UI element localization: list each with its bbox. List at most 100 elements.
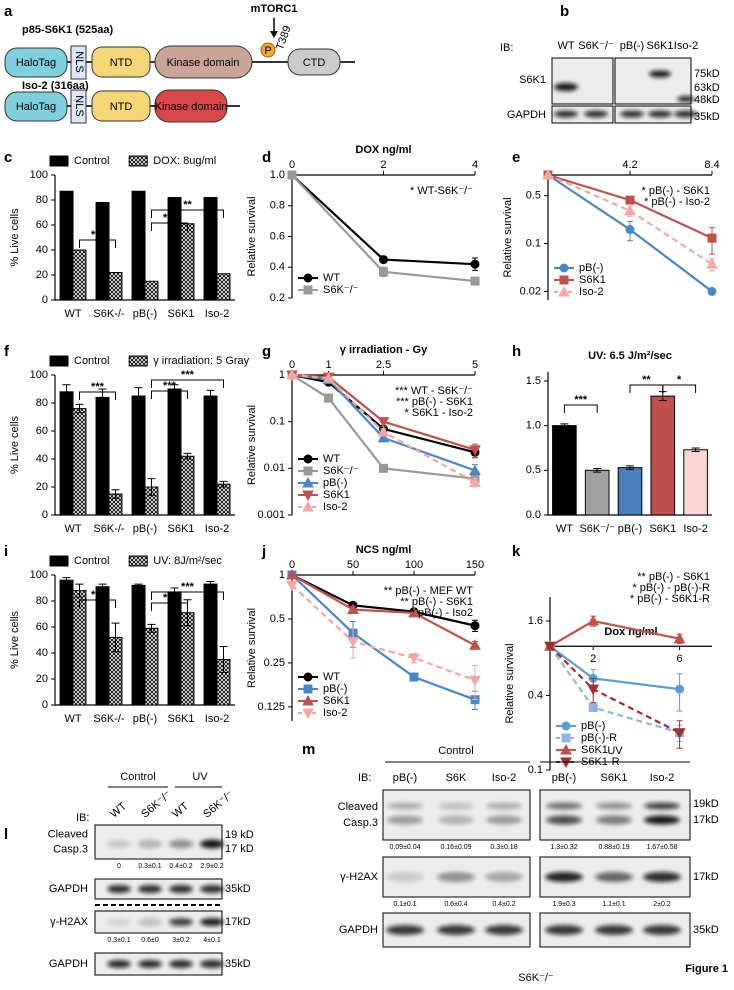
band — [648, 110, 672, 118]
band — [386, 872, 424, 882]
y-tick-label: 0.0 — [526, 509, 541, 521]
x-tick-label: pB(-) — [133, 523, 157, 535]
band — [200, 960, 224, 968]
domain-label: NTD — [110, 101, 133, 113]
legend-label: pB(-) — [579, 262, 603, 274]
bar — [59, 190, 74, 301]
bar — [144, 627, 159, 706]
bar — [683, 449, 708, 516]
lane-label: S6K1 — [601, 772, 628, 784]
legend-marker — [302, 490, 314, 502]
series-line — [291, 373, 476, 451]
y-tick-label: 0.02 — [520, 285, 541, 297]
group-label: Control — [438, 745, 473, 757]
lane-label: S6K⁻/⁻ — [139, 788, 174, 820]
error-bar — [147, 478, 156, 496]
band — [485, 925, 523, 935]
legend-label: pB(-) — [323, 683, 347, 695]
quant-label: 0.6±0 — [141, 937, 159, 944]
significance-label: *** — [181, 581, 195, 593]
x-tick-label: 4.2 — [622, 159, 637, 171]
panel-label: k — [512, 543, 521, 560]
legend-label: Control — [74, 355, 109, 367]
y-tick-label: 0.25 — [264, 657, 285, 669]
band — [649, 70, 671, 78]
y-tick-label: 0.6 — [270, 230, 285, 242]
x-tick-label: WT — [64, 308, 81, 320]
y-tick-label: 100 — [30, 569, 48, 581]
band — [545, 872, 583, 882]
blot-name: S6K1 — [519, 74, 546, 86]
band — [138, 918, 162, 926]
error-bar — [560, 423, 569, 428]
kinase-label: mTORC1 — [251, 3, 298, 15]
panel-label: j — [261, 543, 266, 560]
band — [644, 815, 680, 825]
significance-bracket — [150, 602, 188, 611]
marker-label: 17kD — [693, 814, 719, 826]
y-tick-label: 80 — [36, 595, 48, 607]
y-tick-label: 60 — [36, 219, 48, 231]
blot-name: γ-H2AX — [50, 916, 89, 928]
annotation: * pB(-) - Iso2 — [411, 607, 473, 619]
domain-label: NTD — [110, 57, 133, 69]
significance-bracket — [563, 404, 598, 413]
significance-label: *** — [91, 229, 105, 241]
error-bar — [183, 452, 192, 460]
panel-label: i — [4, 543, 8, 560]
legend-label: Control — [74, 155, 109, 167]
band — [486, 815, 522, 825]
bar — [167, 591, 182, 706]
marker — [322, 372, 335, 383]
blot-name: GAPDH — [49, 958, 88, 970]
error-bar — [62, 577, 71, 584]
domain — [4, 47, 68, 78]
y-tick-label: 20 — [36, 673, 48, 685]
annotation: * pB(-) - pB(-)-R — [632, 582, 710, 594]
lane-label: WT — [557, 40, 574, 52]
significance-label: *** — [574, 394, 588, 406]
lane-label: S6K — [446, 772, 467, 784]
band — [554, 83, 578, 91]
marker — [707, 286, 717, 296]
x-tick-label: 5 — [472, 359, 478, 371]
band — [546, 802, 582, 810]
quant-label: 0.6±0.4 — [444, 901, 467, 908]
y-tick-label: 1 — [279, 369, 285, 381]
legend-marker — [302, 694, 314, 706]
marker — [286, 368, 298, 380]
y-tick-label: 60 — [36, 425, 48, 437]
y-tick-label: 0.1 — [270, 416, 285, 428]
band — [169, 885, 193, 893]
y-tick-label: 40 — [36, 453, 48, 465]
x-tick-label: S6K⁻/⁻ — [579, 523, 615, 535]
x-tick-label: 50 — [347, 559, 359, 571]
y-tick-label: 0.1 — [528, 764, 543, 776]
band — [138, 885, 162, 893]
marker-label: 48kD — [694, 94, 720, 106]
marker — [470, 621, 480, 631]
band — [620, 110, 644, 118]
band — [200, 885, 224, 893]
band — [169, 839, 193, 849]
quant-label: 0.09±0.04 — [389, 844, 420, 851]
legend-marker — [303, 684, 313, 694]
legend-label: γ irradiation: 5 Gray — [153, 355, 249, 367]
bar — [584, 469, 610, 516]
blot — [551, 57, 614, 105]
band — [138, 960, 162, 968]
x-tick-label: S6K-/- — [93, 713, 125, 725]
x-tick-label: 0 — [289, 159, 295, 171]
legend-label: S6K1 — [579, 274, 606, 286]
x-tick-label: 150 — [466, 559, 484, 571]
legend-swatch — [49, 355, 69, 367]
series-line — [549, 645, 681, 734]
series-line — [291, 373, 476, 472]
domain-label: HaloTag — [16, 101, 56, 113]
marker — [379, 255, 388, 265]
quant-label: 3±0.2 — [172, 937, 190, 944]
marker — [588, 702, 598, 712]
band — [169, 918, 193, 926]
marker — [324, 393, 334, 403]
legend-marker — [559, 263, 569, 273]
